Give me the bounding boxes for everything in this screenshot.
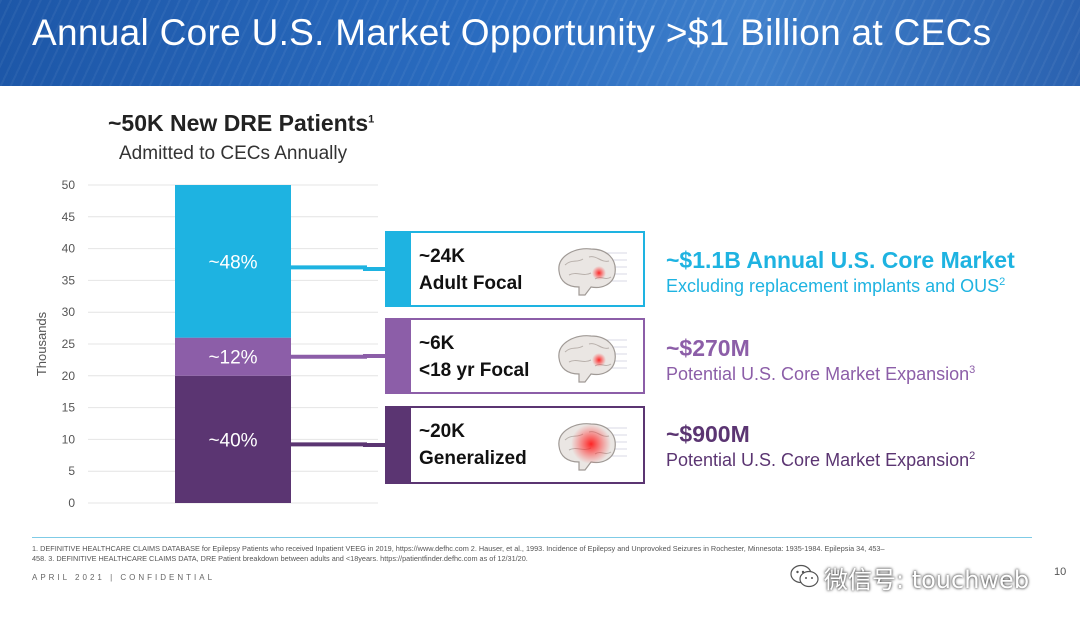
- page-number: 10: [1054, 566, 1067, 578]
- box-color-strip: [387, 233, 411, 305]
- market-generalized: ~$900M Potential U.S. Core Market Expans…: [666, 421, 975, 471]
- market-description: Potential U.S. Core Market Expansion2: [666, 450, 976, 470]
- brain-icon: [558, 248, 627, 296]
- connector-line: [291, 265, 385, 271]
- wechat-icon: [790, 564, 819, 588]
- y-tick-label: 5: [68, 464, 75, 478]
- watermark: 微信号: touchweb: [824, 566, 1030, 594]
- box-text: ~24K Adult Focal: [419, 246, 523, 294]
- bar-segment: [175, 375, 291, 503]
- y-tick-label: 30: [62, 305, 76, 319]
- brain-outline: [558, 335, 616, 383]
- brain-fold: [564, 256, 612, 280]
- market-description: Potential U.S. Core Market Expansion3: [666, 364, 976, 384]
- y-tick-label: 35: [62, 273, 76, 287]
- footnotes: 1. DEFINITIVE HEALTHCARE CLAIMS DATABASE…: [32, 544, 885, 563]
- y-axis-label: Thousands: [34, 311, 49, 376]
- box-text: ~20K Generalized: [419, 421, 527, 469]
- market-pediatric-focal: ~$270M Potential U.S. Core Market Expans…: [666, 335, 975, 385]
- brain-icon: [558, 335, 627, 383]
- seizure-glow: [592, 266, 606, 280]
- segment-label: ~40%: [208, 430, 257, 451]
- y-tick-label: 40: [62, 242, 76, 256]
- market-adult-focal: ~$1.1B Annual U.S. Core Market Excluding…: [666, 247, 1015, 297]
- seizure-glow: [592, 353, 606, 367]
- footer-label: APRIL 2021 | CONFIDENTIAL: [32, 573, 216, 582]
- chart-subheading: Admitted to CECs Annually: [119, 143, 348, 164]
- y-tick-label: 20: [62, 369, 76, 383]
- box-color-strip: [387, 320, 411, 392]
- segment-box-pediatric-focal: ~6K <18 yr Focal: [385, 318, 645, 394]
- segment-label: ~48%: [208, 252, 257, 273]
- y-tick-label: 50: [62, 178, 76, 192]
- brain-fold: [564, 343, 612, 367]
- market-value: ~$270M: [666, 335, 750, 361]
- market-value: ~$1.1B Annual U.S. Core Market: [666, 247, 1015, 273]
- title-banner: Annual Core U.S. Market Opportunity >$1 …: [0, 0, 1080, 86]
- y-tick-label: 45: [62, 210, 76, 224]
- y-tick-label: 10: [62, 432, 76, 446]
- slide-title: Annual Core U.S. Market Opportunity >$1 …: [32, 12, 992, 53]
- bar-segment: [175, 185, 291, 338]
- brain-outline: [558, 248, 616, 296]
- y-tick-label: 0: [68, 496, 75, 510]
- brain-icon: [558, 423, 627, 471]
- segment-label: ~12%: [208, 348, 257, 369]
- market-description: Excluding replacement implants and OUS2: [666, 276, 1006, 296]
- y-tick-label: 25: [62, 337, 76, 351]
- bar-segment: [175, 337, 291, 376]
- y-tick-label: 15: [62, 401, 76, 415]
- market-value: ~$900M: [666, 421, 750, 447]
- chart-heading: ~50K New DRE Patients1: [108, 110, 375, 136]
- seizure-glow: [571, 424, 611, 464]
- connector-line: [291, 354, 385, 359]
- connector-line: [291, 442, 385, 447]
- segment-box-adult-focal: ~24K Adult Focal: [385, 231, 645, 307]
- box-color-strip: [387, 408, 411, 482]
- segment-box-generalized: ~20K Generalized: [385, 406, 645, 484]
- footnote-divider: [32, 537, 1032, 538]
- box-text: ~6K <18 yr Focal: [419, 333, 530, 381]
